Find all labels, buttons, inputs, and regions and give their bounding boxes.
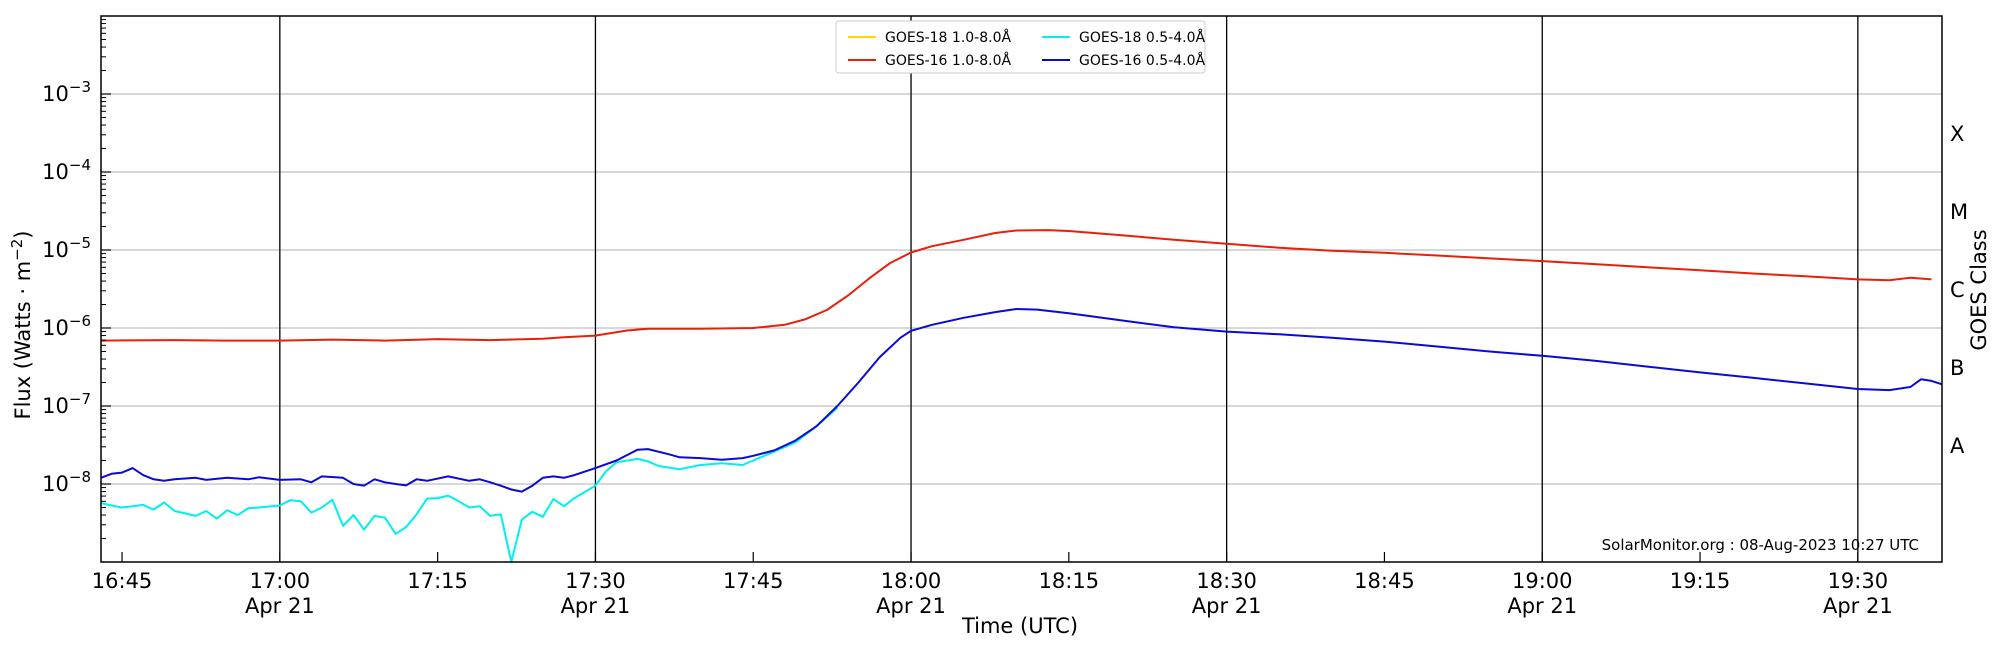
- y-tick-label: 10−5: [42, 234, 91, 262]
- y-tick-label: 10−6: [42, 312, 91, 340]
- y-axis-label-main: Flux (Watts · m: [11, 261, 35, 420]
- goes-class-labels: A B C M X: [1950, 122, 1968, 458]
- right-axis-label: GOES Class: [1967, 229, 1991, 350]
- x-tick-label: 17:30: [565, 569, 626, 593]
- series-line-3: [100, 406, 839, 563]
- goes-class-label: B: [1950, 356, 1964, 380]
- legend-box: [835, 20, 1206, 74]
- y-tick-label: 10−7: [42, 390, 91, 418]
- x-tick-label: 18:00: [881, 569, 942, 593]
- x-tick-date-label: Apr 21: [876, 594, 946, 618]
- x-tick-date-label: Apr 21: [1823, 594, 1893, 618]
- legend-label: GOES-16 1.0-8.0Å: [885, 52, 1011, 69]
- x-tick-label: 18:45: [1354, 569, 1415, 593]
- x-tick-label: 17:15: [407, 569, 468, 593]
- series-layer: [100, 229, 1943, 563]
- x-tick-label: 19:30: [1828, 569, 1889, 593]
- y-tick-label: 10−3: [42, 78, 91, 106]
- goes-class-label: A: [1950, 434, 1965, 458]
- y-axis-ticks: 10−8 10−7 10−6 10−5 10−4 10−3: [42, 19, 111, 540]
- x-tick-date-label: Apr 21: [1192, 594, 1262, 618]
- grid-layer: [101, 93, 1942, 485]
- y-axis-label: Flux (Watts · m−2): [8, 230, 35, 419]
- day-vertical-lines: [279, 16, 1859, 562]
- x-tick-date-label: Apr 21: [561, 594, 631, 618]
- legend: GOES-18 1.0-8.0Å GOES-16 1.0-8.0Å GOES-18 …: [835, 20, 1206, 74]
- y-tick-label: 10−8: [42, 468, 91, 496]
- legend-label: GOES-16 0.5-4.0Å: [1079, 52, 1205, 69]
- goes-class-label: M: [1950, 200, 1968, 224]
- series-line-4: [100, 308, 1943, 493]
- x-tick-date-label: Apr 21: [245, 594, 315, 618]
- x-tick-date-label: Apr 21: [1507, 594, 1577, 618]
- x-tick-label: 19:15: [1670, 569, 1731, 593]
- legend-label: GOES-18 1.0-8.0Å: [885, 29, 1011, 46]
- x-tick-label: 17:00: [250, 569, 311, 593]
- x-tick-label: 19:00: [1512, 569, 1573, 593]
- plot-frame: [100, 15, 1943, 563]
- legend-label: GOES-18 0.5-4.0Å: [1079, 29, 1205, 46]
- goes-class-label: X: [1950, 122, 1964, 146]
- x-tick-label: 16:45: [92, 569, 153, 593]
- goes-class-label: C: [1950, 278, 1965, 302]
- y-tick-label: 10−4: [42, 156, 91, 184]
- x-axis-label: Time (UTC): [961, 614, 1078, 638]
- credit-text: SolarMonitor.org : 08-Aug-2023 10:27 UTC: [1602, 536, 1919, 554]
- series-line-2: [100, 229, 1932, 342]
- x-tick-label: 18:15: [1039, 569, 1100, 593]
- x-tick-label: 17:45: [723, 569, 784, 593]
- y-axis-label-exponent: −2: [8, 239, 26, 261]
- y-axis-label-end: ): [11, 230, 35, 238]
- x-tick-label: 18:30: [1196, 569, 1257, 593]
